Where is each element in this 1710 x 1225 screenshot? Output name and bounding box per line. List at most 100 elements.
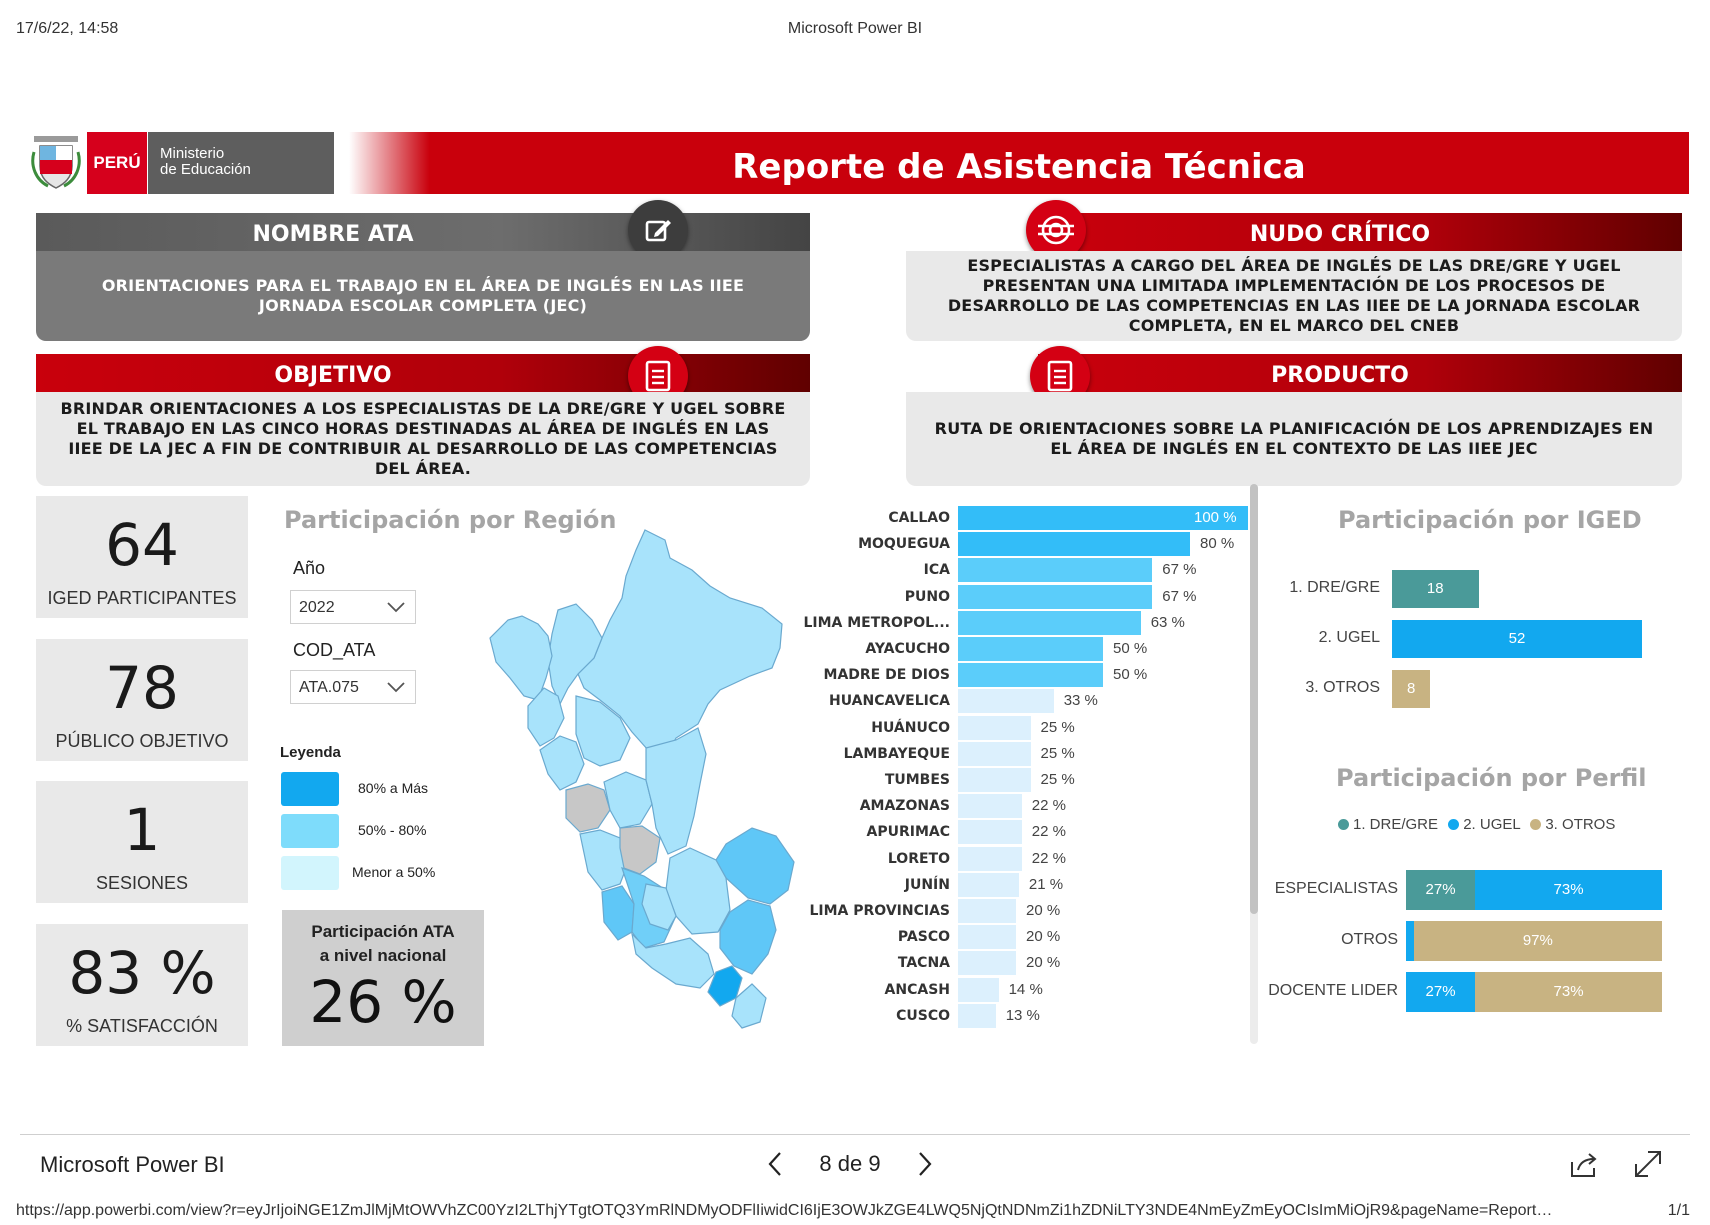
producto-header: PRODUCTO xyxy=(1038,354,1682,392)
region-bar-value: 13 % xyxy=(1005,1006,1040,1024)
iged-bar[interactable]: 18 xyxy=(1392,570,1479,608)
ministerio-line2: de Educación xyxy=(160,161,251,178)
prev-page-button[interactable] xyxy=(760,1146,790,1182)
region-bar-label: TACNA xyxy=(897,955,950,972)
perfil-bar-segment[interactable]: 97% xyxy=(1413,921,1662,961)
kpi-sesiones: 1 SESIONES xyxy=(36,781,248,903)
fullscreen-button[interactable] xyxy=(1632,1148,1664,1180)
kpi-label: IGED PARTICIPANTES xyxy=(47,588,237,608)
region-bar[interactable] xyxy=(958,741,1031,766)
perfil-bar-segment[interactable]: 73% xyxy=(1475,870,1662,910)
region-bar-row[interactable]: TUMBES 25 % xyxy=(800,768,1250,792)
region-bar-row[interactable]: LORETO 22 % xyxy=(800,846,1250,871)
region-bar[interactable] xyxy=(958,768,1031,792)
perfil-bar-segment[interactable]: 73% xyxy=(1475,972,1662,1012)
chevron-right-icon xyxy=(919,1152,932,1176)
legend-item-ugel: 2. UGEL xyxy=(1448,816,1520,833)
region-bar[interactable] xyxy=(958,506,1248,530)
perfil-stacked-chart: ESPECIALISTAS 27% 73% OTROS 97% DOCENTE LIDER… xyxy=(1268,870,1690,1020)
region-bar-value: 22 % xyxy=(1031,849,1066,867)
region-bar[interactable] xyxy=(958,558,1153,583)
region-bar-row[interactable]: LIMA METROPOL... 63 % xyxy=(800,610,1250,635)
legend-swatch-mid xyxy=(281,814,339,848)
iged-bar[interactable]: 52 xyxy=(1392,620,1642,658)
iged-bar-label: 3. OTROS xyxy=(1305,679,1380,696)
map-region-junin xyxy=(619,825,661,875)
region-bar-row[interactable]: MOQUEGUA 80 % xyxy=(800,532,1250,557)
region-bar-label: CUSCO xyxy=(896,1007,950,1024)
region-bar[interactable] xyxy=(958,689,1054,714)
region-bar[interactable] xyxy=(958,872,1019,897)
kpi-value: 64 xyxy=(105,511,179,579)
region-bar[interactable] xyxy=(958,977,999,1002)
map-region-la-libertad xyxy=(539,735,585,791)
map-region-arequipa xyxy=(631,932,715,989)
region-bar-value: 25 % xyxy=(1040,744,1075,762)
perfil-bar-segment[interactable]: 27% xyxy=(1406,870,1476,910)
region-bar-row[interactable]: ICA 67 % xyxy=(800,558,1250,583)
region-bar-row[interactable]: LIMA PROVINCIAS 20 % xyxy=(800,899,1250,923)
region-bar[interactable] xyxy=(958,951,1016,976)
scrollbar-thumb[interactable] xyxy=(1250,484,1258,914)
next-page-button[interactable] xyxy=(910,1146,940,1182)
peru-region-map[interactable] xyxy=(480,528,830,1034)
target-icon xyxy=(1026,200,1086,260)
region-bar-row[interactable]: TACNA 20 % xyxy=(800,951,1250,976)
region-bar-row[interactable]: AYACUCHO 50 % xyxy=(800,637,1250,661)
region-bar-value: 33 % xyxy=(1063,692,1098,710)
map-region-ancash xyxy=(565,783,611,833)
legend-title: Leyenda xyxy=(280,744,341,761)
region-bar[interactable] xyxy=(958,899,1016,923)
region-bar-value: 100 % xyxy=(1194,509,1237,526)
national-title-line1: Participación ATA xyxy=(311,922,455,941)
region-bar-value: 67 % xyxy=(1162,561,1197,579)
region-bar[interactable] xyxy=(958,820,1022,845)
share-button[interactable] xyxy=(1568,1148,1600,1180)
region-bar[interactable] xyxy=(958,794,1022,819)
chevron-left-icon xyxy=(768,1152,781,1176)
region-bar-row[interactable]: PASCO 20 % xyxy=(800,925,1250,950)
chart-scrollbar[interactable] xyxy=(1250,484,1258,1044)
perfil-bar-segment[interactable] xyxy=(1406,921,1414,961)
region-bar[interactable] xyxy=(958,846,1022,871)
region-bar-value: 22 % xyxy=(1031,823,1066,841)
iged-bar[interactable]: 8 xyxy=(1392,670,1431,708)
region-bar-row[interactable]: ANCASH 14 % xyxy=(800,977,1250,1002)
region-bar[interactable] xyxy=(958,637,1103,661)
region-bar-label: MOQUEGUA xyxy=(858,536,950,553)
report-title: Reporte de Asistencia Técnica xyxy=(349,132,1689,194)
region-bar-row[interactable]: PUNO 67 % xyxy=(800,584,1250,609)
region-bar-row[interactable]: CALLAO 100 % xyxy=(800,506,1250,530)
region-bar-row[interactable]: JUNÍN 21 % xyxy=(800,872,1250,897)
region-bar-row[interactable]: LAMBAYEQUE 25 % xyxy=(800,741,1250,766)
region-bar[interactable] xyxy=(958,584,1153,609)
region-bar-value: 21 % xyxy=(1028,875,1064,893)
cod-ata-dropdown[interactable]: ATA.075 xyxy=(290,670,416,704)
cod-ata-filter-label: COD_ATA xyxy=(293,640,376,660)
region-bar-row[interactable]: HUÁNUCO 25 % xyxy=(800,715,1250,740)
ministerio-line1: Ministerio xyxy=(160,145,225,162)
print-title: Microsoft Power BI xyxy=(787,20,923,37)
map-region-apurimac xyxy=(641,883,677,931)
map-region-puno xyxy=(719,899,777,975)
region-bar-row[interactable]: HUANCAVELICA 33 % xyxy=(800,689,1250,714)
region-bar-row[interactable]: APURIMAC 22 % xyxy=(800,820,1250,845)
region-bar[interactable] xyxy=(958,715,1031,740)
region-bar[interactable] xyxy=(958,663,1103,688)
region-bar-row[interactable]: CUSCO 13 % xyxy=(800,1003,1250,1028)
legend-swatch-low xyxy=(281,856,339,890)
region-bar-row[interactable]: MADRE DE DIOS 50 % xyxy=(800,663,1250,688)
perfil-bar-segment[interactable]: 27% xyxy=(1406,972,1476,1012)
chevron-down-icon xyxy=(387,682,405,693)
national-title-line2: a nivel nacional xyxy=(319,946,447,965)
region-bar[interactable] xyxy=(958,925,1016,950)
year-dropdown-value: 2022 xyxy=(299,599,335,616)
region-bar[interactable] xyxy=(958,532,1190,557)
region-bar-row[interactable]: AMAZONAS 22 % xyxy=(800,794,1250,819)
region-bar[interactable] xyxy=(958,610,1141,635)
region-bar[interactable] xyxy=(958,1003,996,1028)
producto-title: PRODUCTO xyxy=(1271,363,1409,388)
year-dropdown[interactable]: 2022 xyxy=(290,590,416,624)
iged-bar-label: 1. DRE/GRE xyxy=(1289,579,1380,596)
page-navigator: 8 de 9 xyxy=(760,1144,940,1184)
